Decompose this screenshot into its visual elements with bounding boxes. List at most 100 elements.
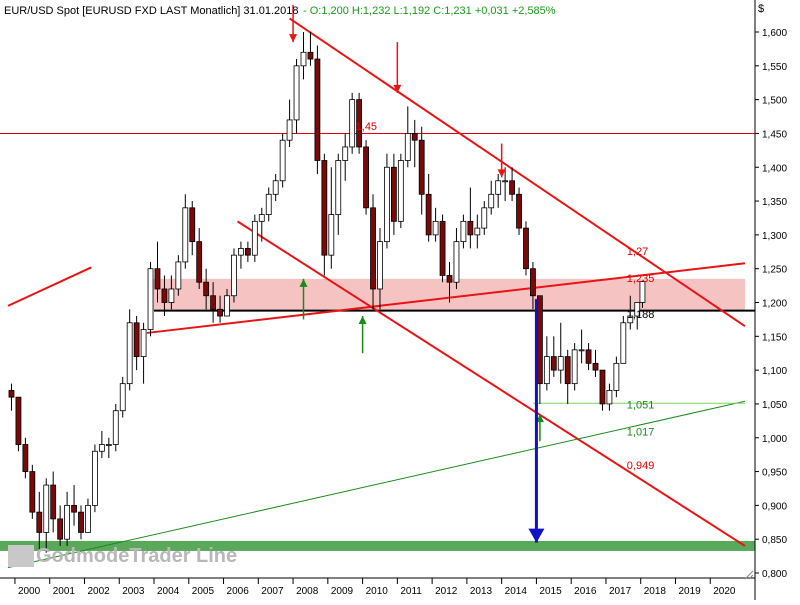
candle-body[interactable] <box>425 193 432 236</box>
candle-body[interactable] <box>474 227 481 236</box>
x-tick-label: 2000 <box>18 586 41 597</box>
candle-body[interactable] <box>161 288 168 303</box>
candle-body[interactable] <box>314 58 321 161</box>
candle-body[interactable] <box>15 396 22 445</box>
candle-body[interactable] <box>627 315 634 324</box>
candle-body[interactable] <box>397 160 404 222</box>
candle-body[interactable] <box>105 444 112 446</box>
candle-body[interactable] <box>550 356 557 371</box>
candle-body[interactable] <box>265 193 272 215</box>
candle-body[interactable] <box>606 390 613 405</box>
candle-body[interactable] <box>460 220 467 243</box>
candle-body[interactable] <box>634 302 641 317</box>
candle-body[interactable] <box>196 241 203 283</box>
candle-body[interactable] <box>488 193 495 209</box>
candle-body[interactable] <box>536 295 543 385</box>
candle-body[interactable] <box>189 207 196 243</box>
candle-body[interactable] <box>411 133 418 141</box>
candle-body[interactable] <box>523 227 529 270</box>
candle-body[interactable] <box>564 356 571 385</box>
candle-body[interactable] <box>599 369 606 405</box>
candle-body[interactable] <box>231 254 237 297</box>
y-tick-label: 0,950 <box>762 468 787 479</box>
candle-body[interactable] <box>140 329 147 357</box>
candle-body[interactable] <box>495 180 502 195</box>
candle-body[interactable] <box>217 308 223 317</box>
candle-body[interactable] <box>8 390 15 398</box>
candle-body[interactable] <box>279 139 286 182</box>
candle-body[interactable] <box>620 322 627 364</box>
candle-body[interactable] <box>446 275 453 283</box>
candle-body[interactable] <box>147 268 154 330</box>
candle-body[interactable] <box>342 146 349 161</box>
candle-body[interactable] <box>244 247 251 256</box>
candle-body[interactable] <box>112 410 119 445</box>
candle-body[interactable] <box>356 99 363 148</box>
candle-body[interactable] <box>258 214 265 222</box>
candle-body[interactable] <box>29 471 36 513</box>
candle-body[interactable] <box>126 322 133 385</box>
candle-body[interactable] <box>481 207 488 229</box>
candle-body[interactable] <box>22 444 29 472</box>
candle-body[interactable] <box>349 99 356 148</box>
candle-body[interactable] <box>203 281 210 297</box>
candle-body[interactable] <box>119 383 126 412</box>
candle-body[interactable] <box>390 166 397 222</box>
candle-body[interactable] <box>502 180 509 183</box>
candle-body[interactable] <box>370 207 376 290</box>
candle-body[interactable] <box>363 146 369 209</box>
candle-body[interactable] <box>453 241 460 283</box>
candle-body[interactable] <box>133 322 140 358</box>
candle-body[interactable] <box>639 281 646 303</box>
candle-body[interactable] <box>384 166 390 243</box>
candle-body[interactable] <box>272 180 279 195</box>
candle-body[interactable] <box>404 133 411 161</box>
x-tick-label: 2011 <box>400 586 422 597</box>
candle-body[interactable] <box>50 484 57 520</box>
candle-body[interactable] <box>509 180 515 195</box>
candle-body[interactable] <box>335 160 342 215</box>
candle-body[interactable] <box>224 295 230 317</box>
candle-body[interactable] <box>307 51 314 60</box>
candle-body[interactable] <box>300 51 307 67</box>
candle-body[interactable] <box>168 288 175 303</box>
candle-body[interactable] <box>36 511 43 533</box>
candle-body[interactable] <box>543 356 550 385</box>
candle-body[interactable] <box>578 349 585 352</box>
candle-body[interactable] <box>78 511 84 533</box>
candle-body[interactable] <box>175 261 182 290</box>
candle-body[interactable] <box>43 484 50 533</box>
candle-body[interactable] <box>328 214 335 256</box>
candle-body[interactable] <box>85 504 91 533</box>
candle-body[interactable] <box>238 247 244 256</box>
candle-body[interactable] <box>516 193 522 229</box>
candle-body[interactable] <box>377 241 383 290</box>
candle-body[interactable] <box>98 444 105 452</box>
candle-body[interactable] <box>182 207 189 263</box>
candle-body[interactable] <box>557 356 564 371</box>
candle-body[interactable] <box>439 220 446 276</box>
red-arrow-2014-head <box>497 169 506 178</box>
candle-body[interactable] <box>585 349 592 364</box>
candle-body[interactable] <box>613 362 620 391</box>
candle-body[interactable] <box>286 119 293 141</box>
candle-body[interactable] <box>154 268 161 290</box>
currency-label: $ <box>758 3 764 15</box>
candle-body[interactable] <box>293 65 300 121</box>
candle-body[interactable] <box>432 220 439 236</box>
candle-body[interactable] <box>418 139 425 195</box>
resize-grip-icon[interactable] <box>744 570 754 580</box>
candle-body[interactable] <box>321 160 328 256</box>
candle-body[interactable] <box>57 518 64 540</box>
candle-body[interactable] <box>64 504 70 540</box>
candle-body[interactable] <box>592 362 599 371</box>
candle-body[interactable] <box>571 349 578 385</box>
candle-body[interactable] <box>210 295 217 310</box>
candle-body[interactable] <box>251 220 258 256</box>
candle-body[interactable] <box>92 450 98 506</box>
candle-body[interactable] <box>467 220 474 236</box>
candle-body[interactable] <box>71 504 77 513</box>
price-label: 1,051 <box>627 400 655 412</box>
candle-body[interactable] <box>530 268 536 297</box>
